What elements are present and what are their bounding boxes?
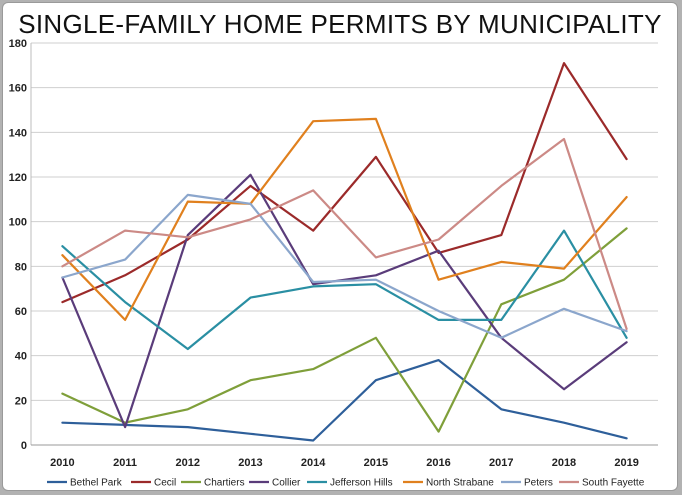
series-line-peters [61, 193, 628, 339]
y-axis-tick-labels: 0 20 40 60 80 100 120 140 160 180 [9, 38, 27, 452]
series-lines [61, 61, 628, 442]
legend: Bethel Park Cecil Chartiers Collier Jefferso… [47, 478, 645, 489]
chart-title: SINGLE-FAMILY HOME PERMITS BY MUNICIPALI… [18, 9, 662, 39]
x-tick-label: 2018 [552, 457, 576, 469]
series-line-collier [61, 173, 628, 429]
x-tick-label: 2010 [50, 457, 74, 469]
chart-panel: SINGLE-FAMILY HOME PERMITS BY MUNICIPALI… [2, 2, 678, 491]
x-tick-label: 2013 [238, 457, 262, 469]
legend-label: Cecil [154, 478, 176, 489]
legend-label: Bethel Park [70, 478, 123, 489]
y-tick-label: 80 [15, 261, 27, 273]
x-tick-label: 2012 [176, 457, 200, 469]
y-tick-label: 180 [9, 38, 27, 50]
series-line-bethel-park [61, 359, 628, 442]
x-tick-label: 2011 [113, 457, 137, 469]
y-tick-label: 60 [15, 306, 27, 318]
x-tick-label: 2016 [426, 457, 450, 469]
legend-label: Chartiers [204, 478, 245, 489]
series-line-north-strabane [61, 117, 628, 321]
y-tick-label: 140 [9, 127, 27, 139]
legend-label: South Fayette [582, 478, 645, 489]
gridlines [31, 42, 658, 446]
x-tick-label: 2017 [489, 457, 513, 469]
series-line-cecil [61, 61, 628, 304]
y-tick-label: 0 [21, 440, 27, 452]
series-line-jefferson-hills [61, 229, 628, 351]
x-tick-label: 2019 [614, 457, 638, 469]
legend-label: Peters [524, 478, 553, 489]
y-tick-label: 120 [9, 172, 27, 184]
legend-label: North Strabane [426, 478, 494, 489]
series-line-south-fayette [61, 137, 628, 330]
plot-area [30, 43, 658, 446]
x-tick-label: 2014 [301, 457, 326, 469]
legend-label: Collier [272, 478, 301, 489]
y-tick-label: 100 [9, 217, 27, 229]
x-tick-label: 2015 [364, 457, 388, 469]
y-tick-label: 20 [15, 395, 27, 407]
y-tick-label: 40 [15, 351, 27, 363]
series-line-chartiers [61, 227, 628, 433]
y-tick-label: 160 [9, 83, 27, 95]
x-axis-tick-labels: 2010 2011 2012 2013 2014 2015 2016 2017 2018 2019 [50, 457, 639, 469]
legend-label: Jefferson Hills [330, 478, 393, 489]
